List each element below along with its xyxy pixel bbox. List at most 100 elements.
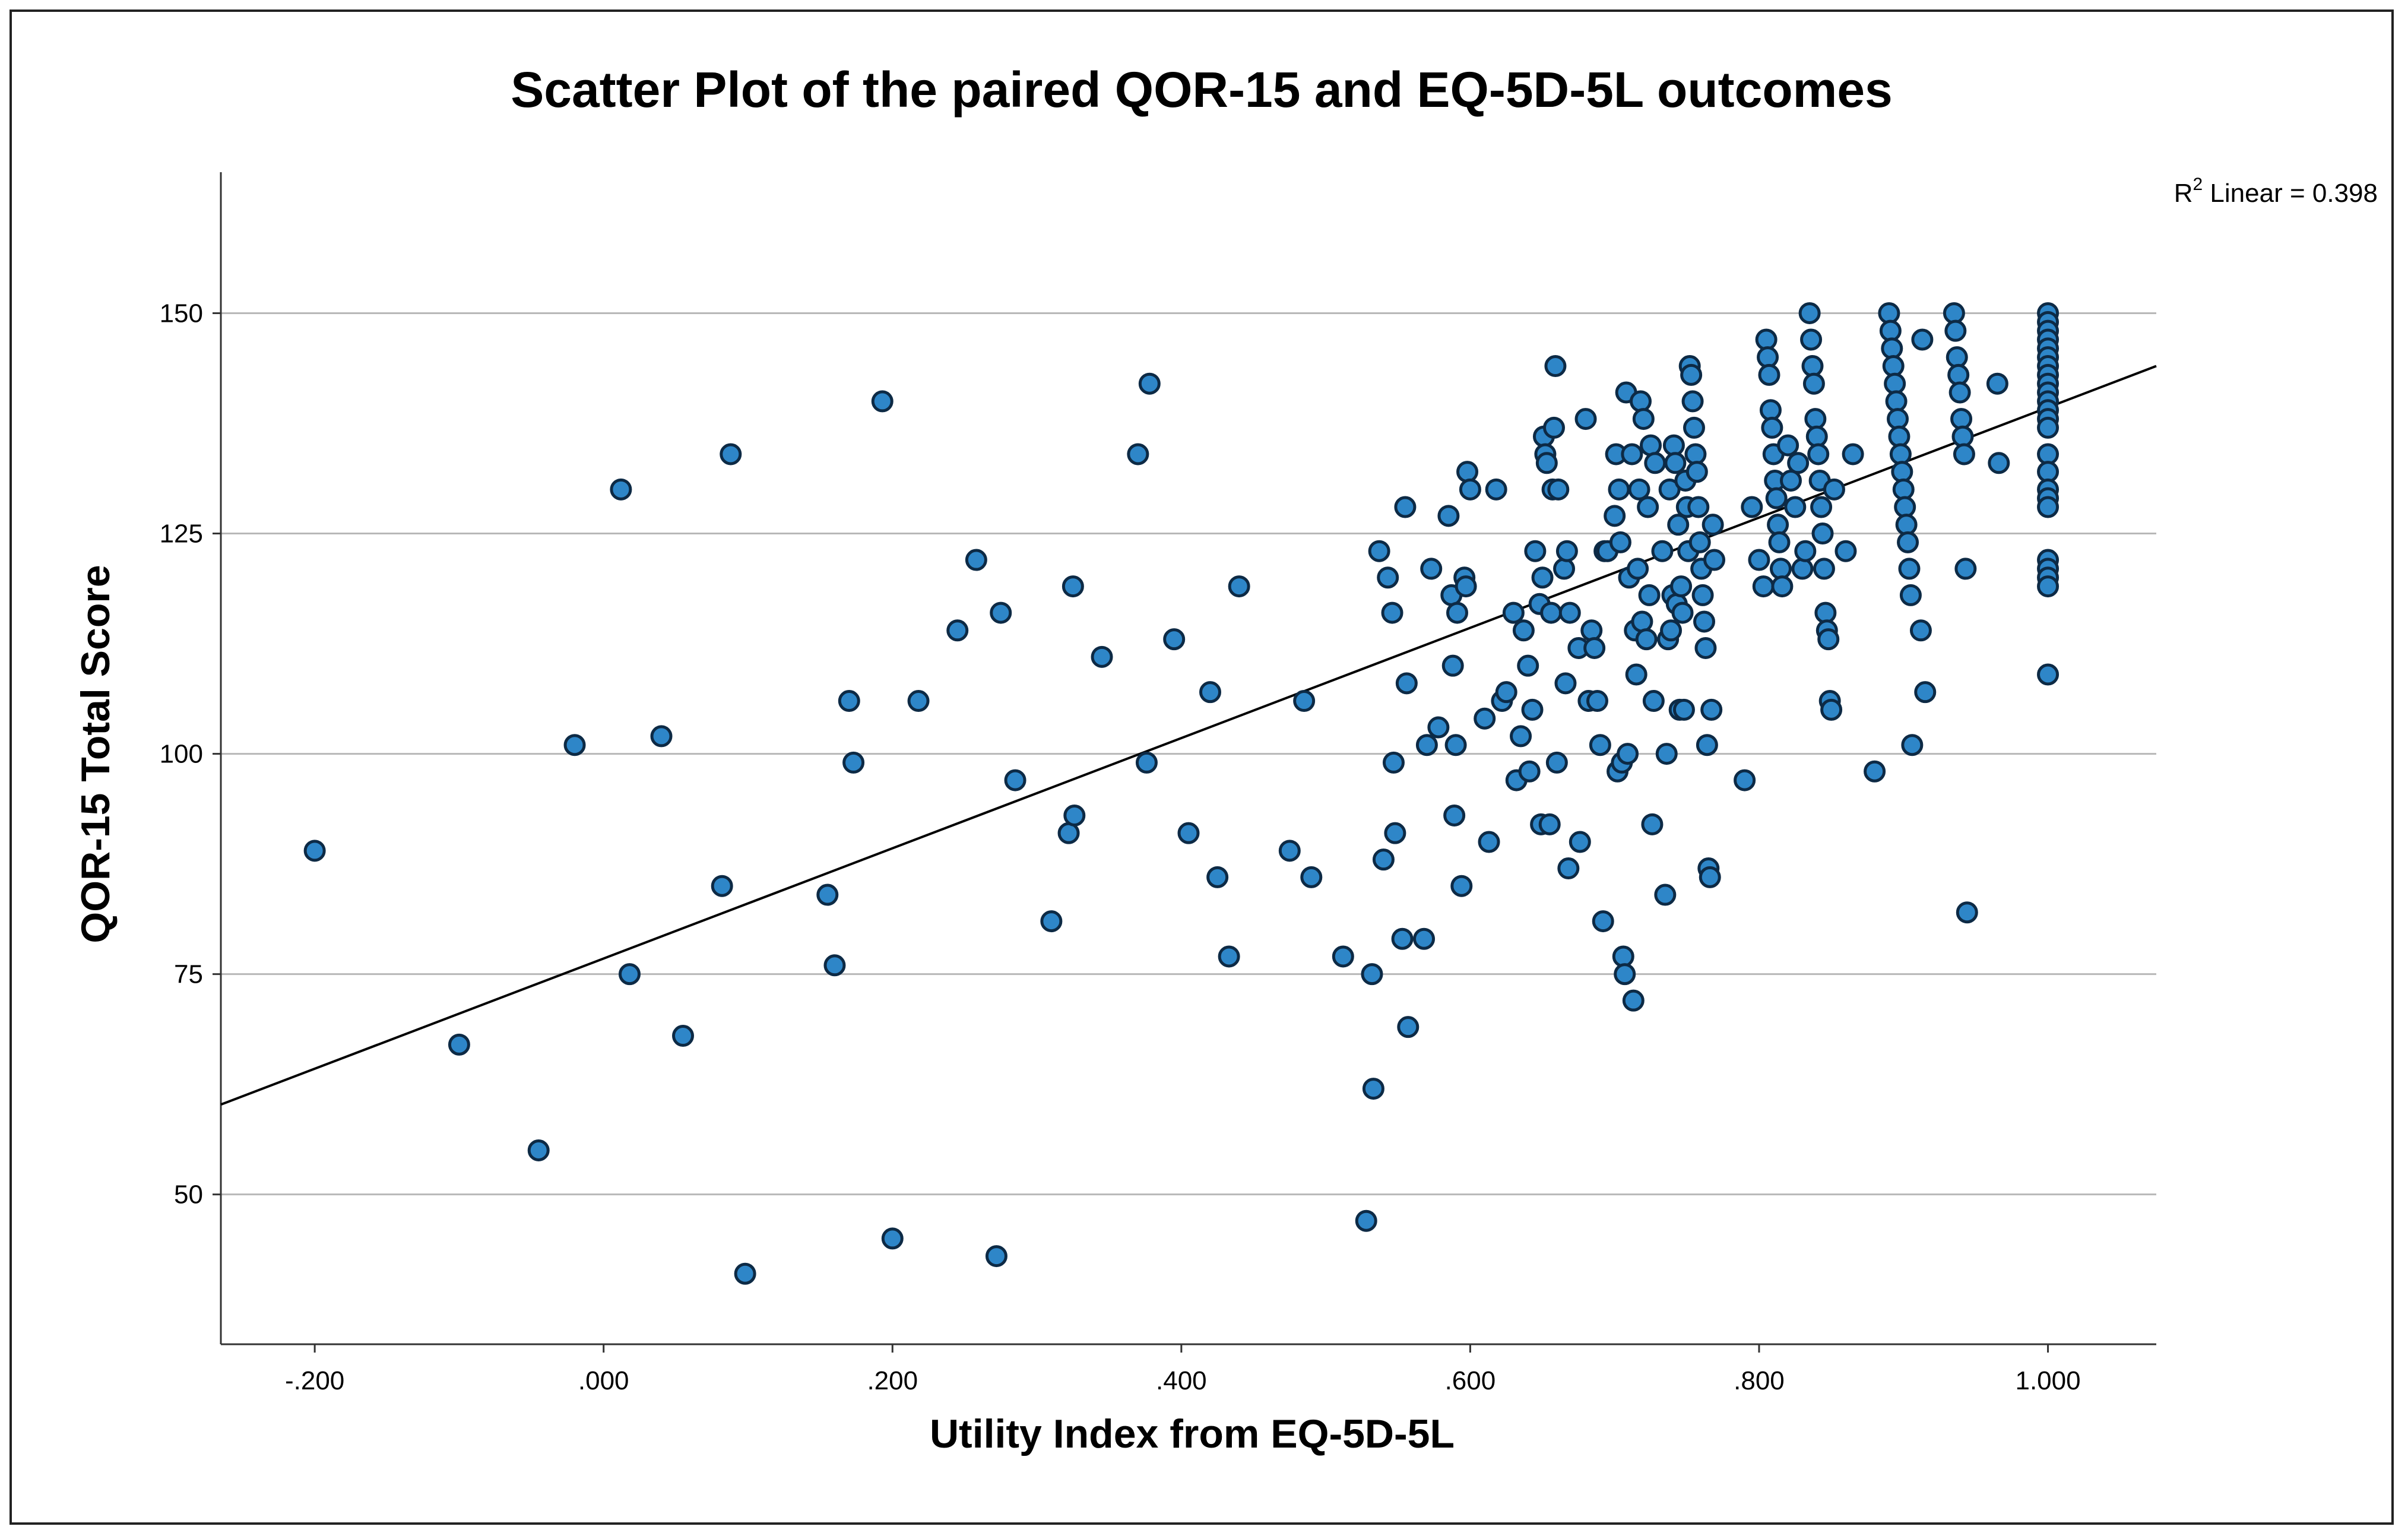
data-point xyxy=(1420,558,1443,580)
data-point xyxy=(1625,663,1647,686)
data-point xyxy=(1767,514,1789,536)
x-tick-label: 1.000 xyxy=(2015,1366,2080,1395)
data-point xyxy=(1631,610,1653,633)
data-point xyxy=(1667,514,1690,536)
data-point xyxy=(1817,628,1840,651)
data-point xyxy=(1671,601,1694,624)
data-point xyxy=(1531,566,1554,589)
x-tick-label: .000 xyxy=(578,1366,629,1395)
data-point xyxy=(1427,716,1450,739)
data-point xyxy=(1680,363,1703,386)
data-point xyxy=(1557,857,1580,880)
data-point xyxy=(1801,355,1824,378)
data-point xyxy=(1884,372,1906,395)
data-point xyxy=(1177,822,1200,844)
data-point xyxy=(842,751,865,774)
data-point xyxy=(1135,751,1158,774)
data-point xyxy=(1199,681,1221,704)
data-point xyxy=(720,443,742,466)
data-point xyxy=(1524,540,1547,562)
data-point xyxy=(1950,408,1973,430)
data-point xyxy=(1604,505,1626,527)
data-point xyxy=(1889,443,1912,466)
data-point xyxy=(1580,619,1603,642)
data-point xyxy=(1662,434,1685,457)
data-point xyxy=(1621,443,1643,466)
data-point xyxy=(1897,531,1919,553)
data-point xyxy=(1734,769,1756,791)
r-squared-prefix: R xyxy=(2174,179,2193,208)
x-tick-label: -.200 xyxy=(285,1366,344,1395)
data-point xyxy=(1474,707,1496,730)
data-point xyxy=(1553,558,1576,580)
data-point xyxy=(1629,390,1652,413)
y-tick-labels: 50 75 100 125 150 xyxy=(160,299,203,1209)
data-point xyxy=(1672,698,1695,721)
data-point xyxy=(1761,416,1783,439)
data-point xyxy=(1664,452,1687,474)
data-point xyxy=(1651,540,1674,562)
data-point xyxy=(1632,408,1655,430)
data-point xyxy=(1382,751,1405,774)
data-point xyxy=(1543,416,1566,439)
data-point xyxy=(1951,425,1974,448)
data-point xyxy=(1057,822,1080,844)
data-point xyxy=(1784,496,1807,518)
data-point xyxy=(303,840,326,862)
data-point xyxy=(1091,645,1113,668)
data-point xyxy=(650,725,673,748)
y-tick-label: 100 xyxy=(160,740,203,769)
data-point xyxy=(1864,760,1886,783)
data-point xyxy=(1946,346,1968,369)
data-point xyxy=(1004,769,1026,791)
y-tick-label: 50 xyxy=(174,1180,203,1209)
chart-title: Scatter Plot of the paired QOR-15 and EQ… xyxy=(511,62,1893,118)
data-point xyxy=(1517,654,1539,677)
data-points xyxy=(303,302,2060,1285)
data-point xyxy=(1510,725,1532,748)
data-point xyxy=(1696,734,1718,756)
data-point xyxy=(1794,540,1817,562)
data-point xyxy=(1637,496,1659,518)
data-point xyxy=(1882,355,1905,378)
data-point xyxy=(1687,496,1710,518)
data-point xyxy=(610,478,632,501)
data-point xyxy=(1638,584,1661,606)
data-point xyxy=(1218,945,1240,968)
data-point xyxy=(1948,381,1971,404)
data-point xyxy=(1887,408,1909,430)
data-point xyxy=(1901,734,1924,756)
data-point xyxy=(1127,443,1149,466)
data-point xyxy=(1558,601,1581,624)
data-point xyxy=(1062,575,1084,598)
data-point xyxy=(1355,1209,1377,1232)
data-point xyxy=(1892,478,1915,501)
data-point xyxy=(618,963,641,986)
data-point xyxy=(1911,328,1934,351)
data-point xyxy=(1881,337,1903,360)
data-point xyxy=(1681,390,1704,413)
data-point xyxy=(1640,434,1662,457)
data-point xyxy=(1898,558,1921,580)
data-point xyxy=(1485,478,1507,501)
data-point xyxy=(1814,601,1837,624)
data-point xyxy=(1502,601,1525,624)
data-point xyxy=(1891,461,1913,483)
data-point xyxy=(1437,505,1460,527)
data-point xyxy=(1495,681,1517,704)
data-point xyxy=(1361,963,1383,986)
x-tick-label: .400 xyxy=(1156,1366,1207,1395)
data-point xyxy=(1450,875,1473,897)
data-point xyxy=(1228,575,1250,598)
data-point xyxy=(1622,989,1645,1012)
data-point xyxy=(1413,927,1436,950)
data-point xyxy=(1512,619,1535,642)
data-point xyxy=(1700,698,1723,721)
data-point xyxy=(1953,443,1975,466)
data-point xyxy=(1612,945,1634,968)
data-point xyxy=(2037,496,2060,518)
data-point xyxy=(1415,734,1438,756)
data-point xyxy=(1894,496,1916,518)
data-point xyxy=(881,1227,904,1250)
data-point xyxy=(985,1245,1007,1268)
